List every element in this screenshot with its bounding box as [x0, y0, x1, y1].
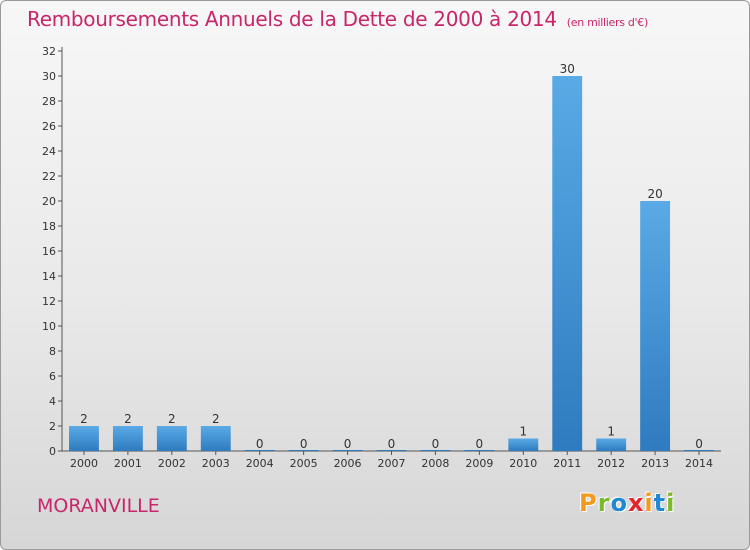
- x-tick-label: 2002: [158, 457, 186, 470]
- y-tick-label: 4: [49, 395, 56, 408]
- value-label: 2: [124, 412, 132, 426]
- x-tick-label: 2006: [334, 457, 362, 470]
- bar: [69, 426, 99, 451]
- y-tick-label: 6: [49, 370, 56, 383]
- chart-frame: Remboursements Annuels de la Dette de 20…: [0, 0, 750, 550]
- logo-letter: x: [628, 489, 644, 517]
- bar: [552, 76, 582, 451]
- value-label: 0: [432, 437, 440, 451]
- bar: [508, 439, 538, 452]
- y-tick-label: 22: [42, 170, 56, 183]
- y-tick-label: 10: [42, 320, 56, 333]
- x-tick-label: 2008: [421, 457, 449, 470]
- y-tick-label: 20: [42, 195, 56, 208]
- value-label: 0: [300, 437, 308, 451]
- value-label: 20: [647, 187, 662, 201]
- value-label: 0: [344, 437, 352, 451]
- value-label: 1: [519, 425, 527, 439]
- proxiti-logo: Proxiti: [579, 489, 675, 517]
- logo-letter: o: [610, 489, 628, 517]
- logo-letter: t: [654, 489, 666, 517]
- y-tick-label: 2: [49, 420, 56, 433]
- x-tick-label: 2012: [597, 457, 625, 470]
- x-tick-label: 2004: [246, 457, 274, 470]
- value-label: 2: [80, 412, 88, 426]
- logo-letter: i: [644, 489, 653, 517]
- logo-letter: r: [598, 489, 611, 517]
- logo-letter: i: [666, 489, 675, 517]
- x-tick-label: 2005: [290, 457, 318, 470]
- y-tick-label: 16: [42, 245, 56, 258]
- y-tick-label: 26: [42, 120, 56, 133]
- x-tick-label: 2009: [465, 457, 493, 470]
- value-label: 2: [212, 412, 220, 426]
- x-tick-label: 2011: [553, 457, 581, 470]
- x-tick-label: 2003: [202, 457, 230, 470]
- y-tick-label: 30: [42, 70, 56, 83]
- y-tick-label: 12: [42, 295, 56, 308]
- y-tick-label: 28: [42, 95, 56, 108]
- x-tick-label: 2010: [509, 457, 537, 470]
- x-tick-label: 2014: [685, 457, 713, 470]
- y-tick-label: 0: [49, 445, 56, 458]
- y-tick-label: 14: [42, 270, 56, 283]
- x-tick-label: 2000: [70, 457, 98, 470]
- bar: [113, 426, 143, 451]
- value-label: 2: [168, 412, 176, 426]
- value-label: 0: [695, 437, 703, 451]
- y-tick-label: 24: [42, 145, 56, 158]
- y-tick-label: 18: [42, 220, 56, 233]
- x-tick-label: 2013: [641, 457, 669, 470]
- chart-bars: [69, 76, 714, 451]
- y-tick-label: 8: [49, 345, 56, 358]
- value-label: 30: [560, 62, 575, 76]
- logo-letter: P: [579, 489, 598, 517]
- bar: [640, 201, 670, 451]
- value-label: 0: [476, 437, 484, 451]
- bar: [596, 439, 626, 452]
- commune-name: MORANVILLE: [37, 495, 160, 517]
- x-tick-label: 2007: [378, 457, 406, 470]
- y-tick-label: 32: [42, 45, 56, 58]
- value-label: 1: [607, 425, 615, 439]
- value-label: 0: [388, 437, 396, 451]
- bar-chart: 024681012141618202224262830322000 2001 200…: [1, 1, 749, 549]
- value-label: 0: [256, 437, 264, 451]
- bar: [201, 426, 231, 451]
- x-tick-label: 2001: [114, 457, 142, 470]
- bar: [157, 426, 187, 451]
